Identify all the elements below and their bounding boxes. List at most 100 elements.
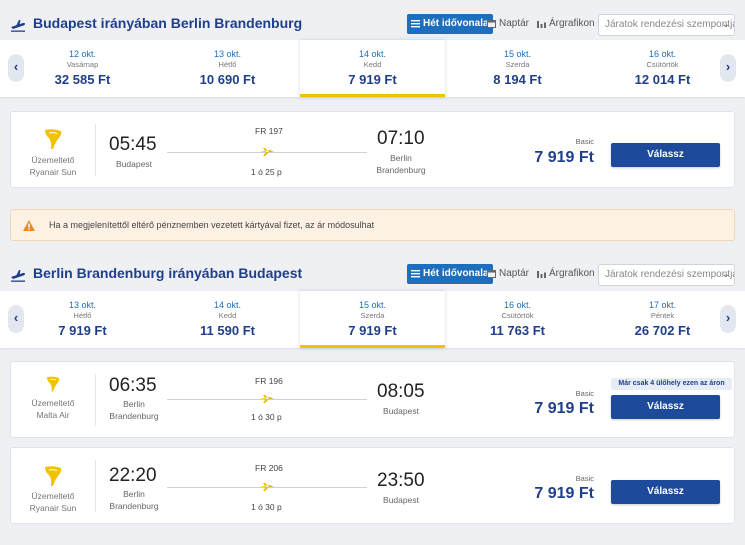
day-weekday: Vasárnap	[66, 60, 99, 69]
ryanair-harp-logo-icon	[45, 466, 62, 486]
operator-label: Üzemeltető	[31, 398, 75, 408]
day-date: 14 okt.	[213, 300, 242, 310]
operator-name: Ryanair Sun	[29, 503, 77, 513]
chevron-left-icon[interactable]: ‹	[8, 305, 24, 333]
day-date: 16 okt.	[648, 49, 677, 59]
tab-label: Árgrafikon	[549, 18, 595, 29]
day-weekday: Csütörtök	[646, 60, 679, 69]
departure-time: 22:20	[109, 465, 157, 486]
select-flight-button[interactable]: Válassz	[611, 480, 720, 504]
day-date: 15 okt.	[503, 49, 532, 59]
arrival-city-line2: Brandenburg	[376, 165, 426, 175]
day-date: 17 okt.	[648, 300, 677, 310]
divider	[95, 460, 96, 512]
list-icon	[411, 20, 420, 28]
day-weekday: Csütörtök	[501, 311, 534, 320]
day-date: 14 okt.	[358, 49, 387, 59]
seats-left-badge: Már csak 4 ülőhely ezen az áron	[611, 378, 732, 390]
currency-warning: Ha a megjelenítettől eltérő pénznemben v…	[10, 209, 735, 241]
return-plane-icon	[11, 270, 25, 282]
tab-label: Árgrafikon	[549, 268, 595, 279]
chevron-right-icon[interactable]: ›	[720, 305, 736, 333]
list-icon	[411, 270, 420, 278]
date-option[interactable]: 15 okt. Szerda 8 194 Ft	[445, 40, 590, 97]
divider	[95, 124, 96, 176]
date-option[interactable]: 16 okt. Csütörtök 12 014 Ft	[590, 40, 735, 97]
arrival-time: 08:05	[377, 381, 425, 402]
flight-price: 7 919 Ft	[534, 149, 594, 166]
inbound-title: Berlin Brandenburg irányában Budapest	[33, 265, 303, 281]
day-price: 7 919 Ft	[348, 323, 397, 338]
date-option-selected[interactable]: 15 okt. Szerda 7 919 Ft	[300, 291, 445, 348]
ryanair-harp-logo-icon	[45, 129, 62, 149]
day-weekday: Szerda	[360, 311, 385, 320]
operator-label: Üzemeltető	[31, 155, 75, 165]
operator-label: Üzemeltető	[31, 491, 75, 501]
flight-number: FR 206	[255, 463, 283, 473]
tab-price-chart[interactable]: Árgrafikon	[533, 264, 599, 284]
sort-dropdown[interactable]: Járatok rendezési szempontja: ⌄	[598, 264, 735, 286]
day-price: 11 590 Ft	[200, 323, 255, 338]
departure-city: Berlin	[123, 489, 145, 499]
tab-calendar[interactable]: Naptár	[483, 264, 533, 284]
flight-number: FR 196	[255, 376, 283, 386]
tab-label: Hét idővonala	[423, 268, 489, 279]
day-date: 12 okt.	[68, 49, 97, 59]
calendar-icon	[487, 20, 496, 28]
day-weekday: Szerda	[505, 60, 530, 69]
tab-week-timeline[interactable]: Hét idővonala	[407, 14, 493, 34]
plane-icon	[260, 483, 274, 491]
plane-icon	[260, 148, 274, 156]
flight-price: 7 919 Ft	[534, 485, 594, 502]
fare-type: Basic	[575, 389, 594, 398]
bar-chart-icon	[537, 21, 546, 28]
day-weekday: Hétfő	[73, 311, 92, 320]
day-weekday: Péntek	[650, 311, 675, 320]
tab-price-chart[interactable]: Árgrafikon	[533, 14, 599, 34]
select-flight-button[interactable]: Válassz	[611, 395, 720, 419]
departure-city: Budapest	[116, 159, 152, 169]
tab-week-timeline[interactable]: Hét idővonala	[407, 264, 493, 284]
flight-duration: 1 ó 25 p	[251, 167, 282, 177]
sort-placeholder: Járatok rendezési szempontja:	[605, 19, 735, 30]
date-option[interactable]: 17 okt. Péntek 26 702 Ft	[590, 291, 735, 348]
tab-label: Naptár	[499, 268, 530, 279]
arrival-time: 23:50	[377, 470, 425, 491]
operator-name: Malta Air	[36, 410, 70, 420]
day-weekday: Kedd	[363, 60, 382, 69]
warning-text: Ha a megjelenítettől eltérő pénznemben v…	[49, 220, 375, 230]
fare-type: Basic	[575, 474, 594, 483]
day-price: 10 690 Ft	[199, 72, 256, 87]
divider	[95, 374, 96, 426]
chevron-down-icon: ⌄	[721, 269, 730, 280]
tab-calendar[interactable]: Naptár	[483, 14, 533, 34]
flight-duration: 1 ó 30 p	[251, 412, 282, 422]
chevron-right-icon[interactable]: ›	[720, 54, 736, 82]
outbound-date-strip: ‹ 12 okt. Vasárnap 32 585 Ft 13 okt. Hét…	[0, 40, 745, 97]
day-weekday: Hétfő	[218, 60, 237, 69]
inbound-date-strip: ‹ 13 okt. Hétfő 7 919 Ft 14 okt. Kedd 11…	[0, 291, 745, 348]
departure-plane-icon	[11, 20, 25, 32]
arrival-time: 07:10	[377, 128, 425, 149]
date-option[interactable]: 16 okt. Csütörtök 11 763 Ft	[445, 291, 590, 348]
chevron-left-icon[interactable]: ‹	[8, 54, 24, 82]
date-option[interactable]: 13 okt. Hétfő 10 690 Ft	[155, 40, 300, 97]
tab-label: Naptár	[499, 18, 530, 29]
arrival-city: Berlin	[390, 153, 412, 163]
sort-dropdown[interactable]: Járatok rendezési szempontja: ⌄	[598, 14, 735, 36]
date-option[interactable]: 13 okt. Hétfő 7 919 Ft	[10, 291, 155, 348]
flight-card: Üzemeltető Ryanair Sun 05:45 Budapest FR…	[10, 111, 735, 188]
select-flight-button[interactable]: Válassz	[611, 143, 720, 167]
date-option[interactable]: 12 okt. Vasárnap 32 585 Ft	[10, 40, 155, 97]
date-option-selected[interactable]: 14 okt. Kedd 7 919 Ft	[300, 40, 445, 97]
malta-air-harp-logo-icon	[47, 376, 60, 392]
plane-icon	[260, 395, 274, 403]
day-price: 12 014 Ft	[634, 72, 691, 87]
chevron-down-icon: ⌄	[721, 19, 730, 30]
flight-card: Üzemeltető Ryanair Sun 22:20 Berlin Bran…	[10, 447, 735, 524]
day-date: 13 okt.	[213, 49, 242, 59]
bar-chart-icon	[537, 271, 546, 278]
day-price: 32 585 Ft	[54, 72, 111, 87]
departure-city: Berlin	[123, 399, 145, 409]
date-option[interactable]: 14 okt. Kedd 11 590 Ft	[155, 291, 300, 348]
